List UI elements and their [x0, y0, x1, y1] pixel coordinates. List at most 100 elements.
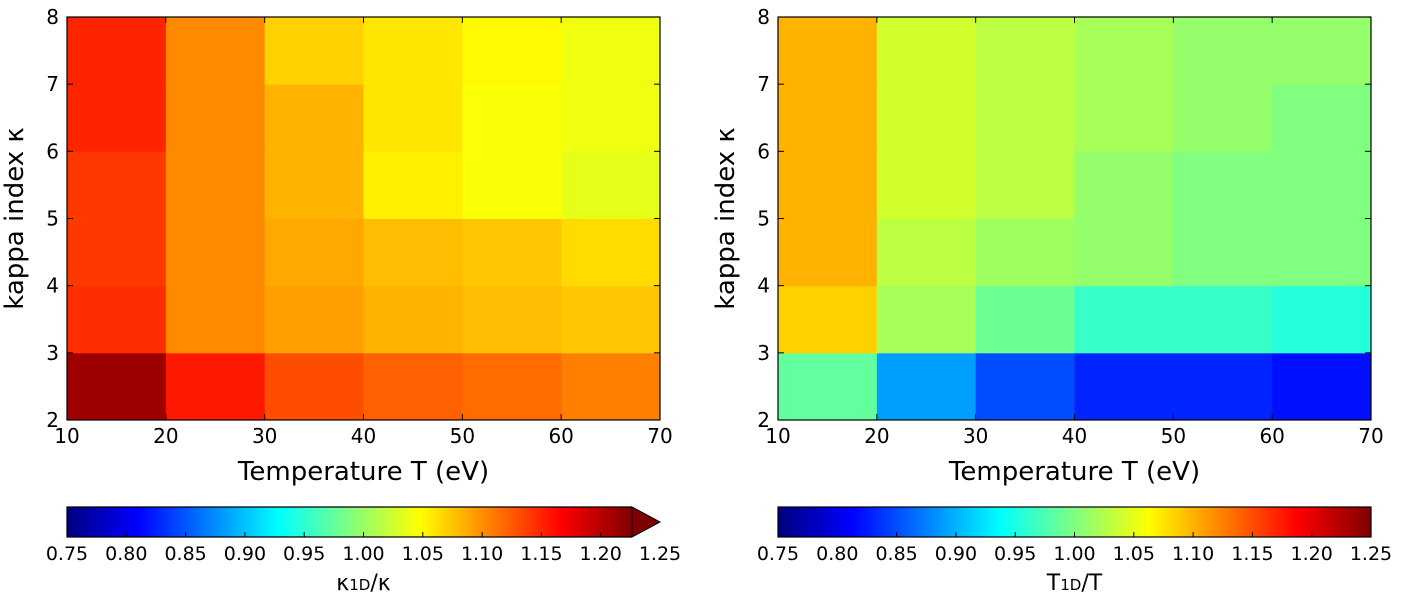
- y-tick-label: 4: [757, 274, 770, 298]
- colorbar-label-main: κ: [336, 571, 349, 596]
- heatmap-cell: [1272, 17, 1372, 85]
- heatmap-cells: [778, 17, 1372, 421]
- y-axis-label: kappa index κ: [0, 127, 30, 309]
- heatmap-cell: [975, 285, 1075, 354]
- heatmap-cell: [165, 84, 266, 152]
- heatmap-cell: [975, 151, 1075, 219]
- heatmap-cell: [876, 84, 977, 152]
- heatmap-cell: [67, 285, 167, 354]
- heatmap-cell: [462, 352, 562, 421]
- heatmap-panel-kappa: 10 20 30 40 50 60 70 2 3 4 5 6 7 8 Temperature T (eV)…: [0, 5, 681, 596]
- colorbar-label: κ1D/κ: [336, 571, 390, 596]
- heatmap-cell: [876, 285, 977, 354]
- heatmap-cell: [165, 17, 266, 85]
- colorbar-tick-label: 1.25: [639, 543, 681, 565]
- colorbar-label-subscript: 1D: [349, 576, 370, 594]
- heatmap-cell: [1173, 17, 1273, 85]
- y-tick-label: 6: [757, 139, 770, 163]
- y-axis-label: kappa index κ: [711, 127, 741, 309]
- heatmap-cell: [264, 352, 364, 421]
- heatmap-cell: [975, 84, 1075, 152]
- heatmap-cell: [561, 84, 661, 152]
- heatmap-cell: [363, 84, 463, 152]
- colorbar-tick-label: 1.05: [1113, 543, 1155, 565]
- colorbar-tick-label: 1.20: [580, 543, 622, 565]
- colorbar-tick-label: 1.10: [461, 543, 503, 565]
- heatmap-cell: [1173, 218, 1273, 287]
- heatmap-cell: [462, 17, 562, 85]
- heatmap-cell: [1074, 84, 1174, 152]
- heatmap-cell: [1272, 84, 1372, 152]
- heatmap-cell: [264, 84, 364, 152]
- colorbar-tick-label: 1.00: [342, 543, 384, 565]
- heatmap-cell: [67, 151, 167, 219]
- x-tick-label: 40: [1062, 424, 1087, 448]
- x-tick-label: 30: [963, 424, 988, 448]
- heatmap-cell: [1074, 17, 1174, 85]
- axis-ticks: [66, 16, 661, 421]
- heatmap-cell: [1074, 218, 1174, 287]
- colorbar-tick-label: 0.90: [224, 543, 266, 565]
- colorbar-tick-label: 0.75: [757, 543, 799, 565]
- axis-ticks: [777, 16, 1372, 421]
- x-tick-label: 10: [54, 424, 79, 448]
- heatmap-cell: [876, 17, 977, 85]
- heatmap-cell: [1272, 151, 1372, 219]
- x-tick-label: 60: [548, 424, 573, 448]
- heatmap-cell: [561, 285, 661, 354]
- y-tick-label: 3: [757, 341, 770, 365]
- heatmap-cell: [462, 218, 562, 287]
- x-tick-label: 30: [252, 424, 277, 448]
- heatmap-cell: [462, 84, 562, 152]
- colorbar-label-tail: /κ: [370, 571, 390, 596]
- y-tick-label: 3: [46, 341, 59, 365]
- colorbar-tick-label: 1.10: [1172, 543, 1214, 565]
- y-tick-label: 8: [46, 5, 59, 29]
- heatmap-cell: [1272, 352, 1372, 421]
- heatmap-cell: [561, 352, 661, 421]
- heatmap-cell: [363, 151, 463, 219]
- heatmap-cell: [462, 285, 562, 354]
- heatmap-cell: [1074, 352, 1174, 421]
- colorbar-tick-label: 1.00: [1053, 543, 1095, 565]
- heatmap-cell: [561, 218, 661, 287]
- colorbar-label-main: T: [1046, 571, 1061, 596]
- heatmap-cell: [165, 352, 266, 421]
- colorbar-tick-label: 0.80: [105, 543, 147, 565]
- heatmap-cell: [876, 218, 977, 287]
- colorbar-tick-label: 0.90: [935, 543, 977, 565]
- colorbar-tick-label: 0.75: [46, 543, 88, 565]
- y-tick-label: 2: [757, 408, 770, 432]
- axis-tick-labels: 10 20 30 40 50 60 70 2 3 4 5 6 7 8: [757, 5, 1383, 448]
- heatmap-cell: [1074, 151, 1174, 219]
- heatmap-cell: [975, 17, 1075, 85]
- colorbar: 0.75 0.80 0.85 0.90 0.95 1.00 1.05 1.10 1.15 1.20…: [757, 506, 1392, 565]
- x-tick-label: 50: [450, 424, 475, 448]
- colorbar-tick-label: 0.80: [816, 543, 858, 565]
- heatmap-cell: [67, 17, 167, 85]
- colorbar-tick-label: 0.95: [283, 543, 325, 565]
- heatmap-cell: [1173, 352, 1273, 421]
- colorbar-outline: [66, 506, 632, 538]
- heatmap-cell: [264, 151, 364, 219]
- x-tick-label: 70: [647, 424, 672, 448]
- heatmap-cell: [778, 17, 878, 85]
- y-tick-label: 7: [757, 72, 770, 96]
- heatmap-cell: [1173, 285, 1273, 354]
- x-axis-label: Temperature T (eV): [948, 457, 1200, 487]
- y-tick-label: 5: [757, 207, 770, 231]
- heatmap-cell: [561, 17, 661, 85]
- axis-tick-labels: 10 20 30 40 50 60 70 2 3 4 5 6 7 8: [46, 5, 672, 448]
- heatmap-cell: [876, 352, 977, 421]
- heatmap-cell: [778, 151, 878, 219]
- heatmap-cell: [165, 218, 266, 287]
- heatmap-cell: [363, 352, 463, 421]
- x-tick-label: 70: [1358, 424, 1383, 448]
- colorbar-tick-label: 1.25: [1350, 543, 1392, 565]
- colorbar-label-subscript: 1D: [1060, 576, 1081, 594]
- x-tick-label: 60: [1259, 424, 1284, 448]
- colorbar-tick-label: 1.20: [1291, 543, 1333, 565]
- heatmap-cell: [264, 285, 364, 354]
- heatmap-cell: [1272, 285, 1372, 354]
